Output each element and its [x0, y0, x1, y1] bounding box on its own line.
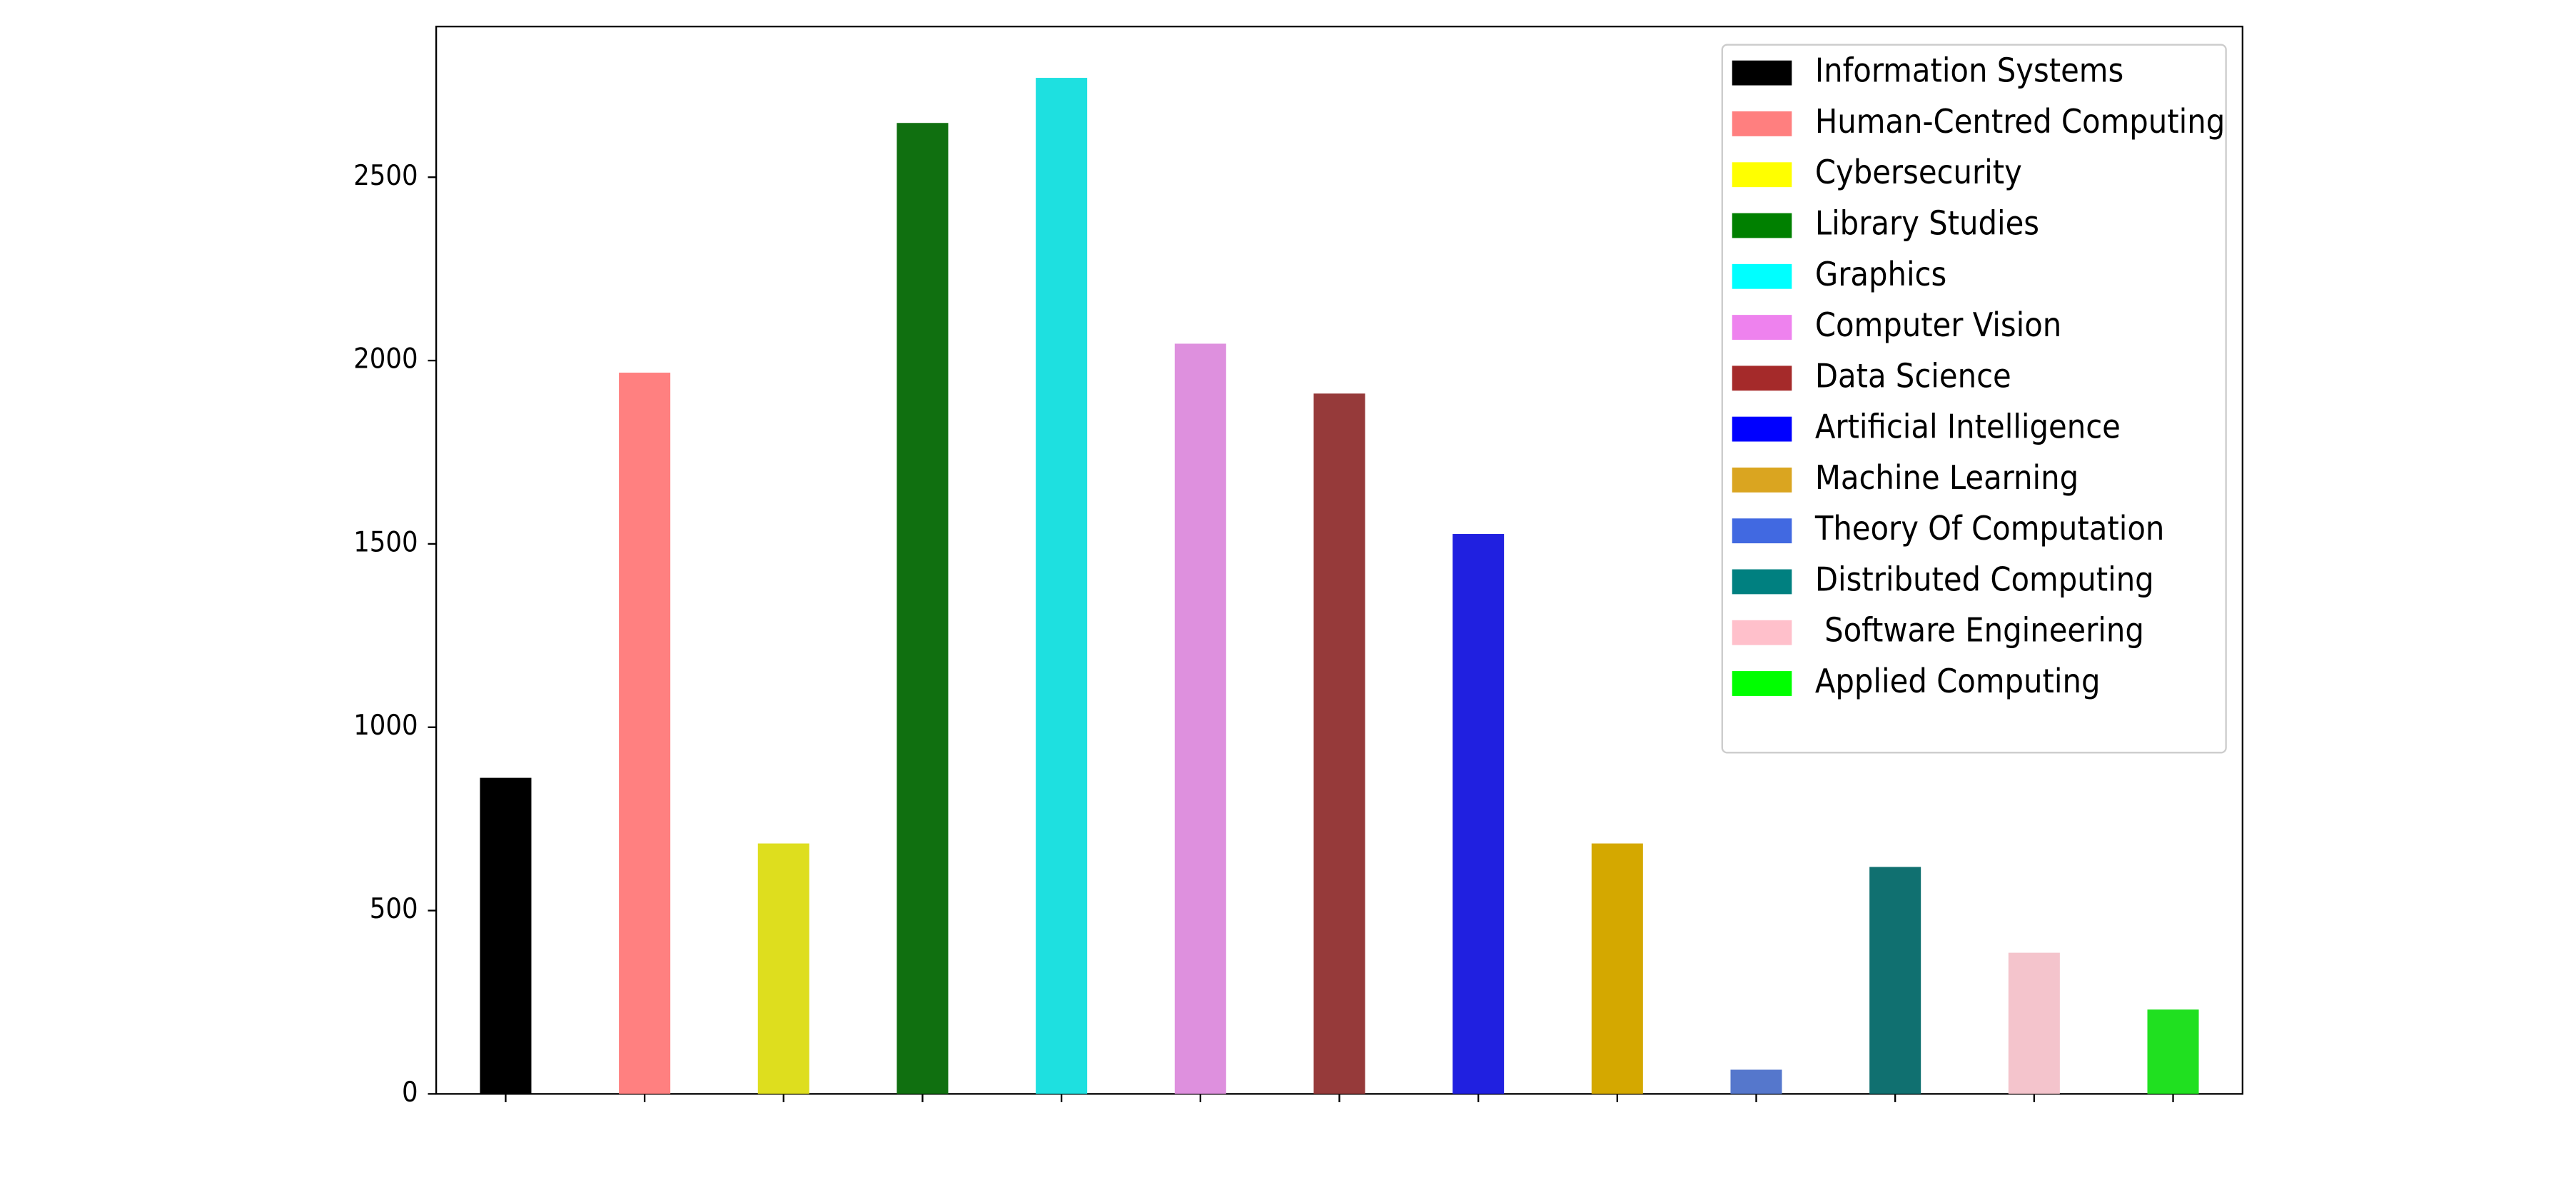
y-tick-label: 2000 — [353, 343, 418, 375]
legend-swatch — [1732, 315, 1792, 340]
y-tick-label: 2500 — [353, 159, 418, 192]
y-tick-label: 1500 — [353, 525, 418, 558]
bar — [1591, 843, 1643, 1094]
bar — [1869, 867, 1921, 1094]
y-tick-label: 0 — [402, 1076, 418, 1109]
bar — [2147, 1009, 2199, 1094]
legend-swatch — [1732, 60, 1792, 86]
legend-label: Graphics — [1815, 255, 1946, 293]
bar — [2008, 952, 2060, 1094]
legend-label: Software Engineering — [1815, 611, 2144, 650]
bar — [1036, 78, 1088, 1094]
bar — [1174, 343, 1226, 1094]
legend: Information Systems Human-Centred Computi… — [1721, 44, 2227, 754]
legend-label: Theory Of Computation — [1814, 509, 2165, 548]
bar — [480, 777, 532, 1094]
legend-swatch — [1732, 620, 1792, 645]
legend-swatch — [1732, 416, 1792, 442]
bar — [1730, 1069, 1782, 1094]
bar — [1453, 534, 1505, 1094]
legend-label: Applied Computing — [1815, 662, 2101, 700]
y-tick-label: 1000 — [353, 709, 418, 742]
legend-label: Computer Vision — [1815, 306, 2061, 344]
legend-swatch — [1732, 467, 1792, 493]
legend-swatch — [1732, 365, 1792, 391]
legend-label: Cybersecurity — [1815, 153, 2022, 191]
legend-swatch — [1732, 671, 1792, 696]
legend-label: Distributed Computing — [1815, 560, 2154, 598]
legend-swatch — [1732, 569, 1792, 595]
legend-swatch — [1732, 518, 1792, 544]
bar — [1313, 393, 1365, 1094]
bar — [896, 123, 949, 1094]
bar — [757, 843, 809, 1094]
legend-swatch — [1732, 263, 1792, 289]
legend-label: Library Studies — [1815, 203, 2039, 242]
legend-label: Artificial Intelligence — [1815, 408, 2121, 446]
legend-label: Information Systems — [1815, 51, 2123, 90]
legend-swatch — [1732, 111, 1792, 136]
bar — [619, 373, 671, 1094]
legend-label: Human-Centred Computing — [1815, 102, 2225, 141]
legend-box — [1721, 44, 2227, 754]
legend-swatch — [1732, 162, 1792, 188]
y-tick-label: 500 — [370, 892, 418, 925]
legend-label: Machine Learning — [1815, 458, 2079, 497]
legend-swatch — [1732, 213, 1792, 238]
legend-label: Data Science — [1815, 356, 2011, 395]
